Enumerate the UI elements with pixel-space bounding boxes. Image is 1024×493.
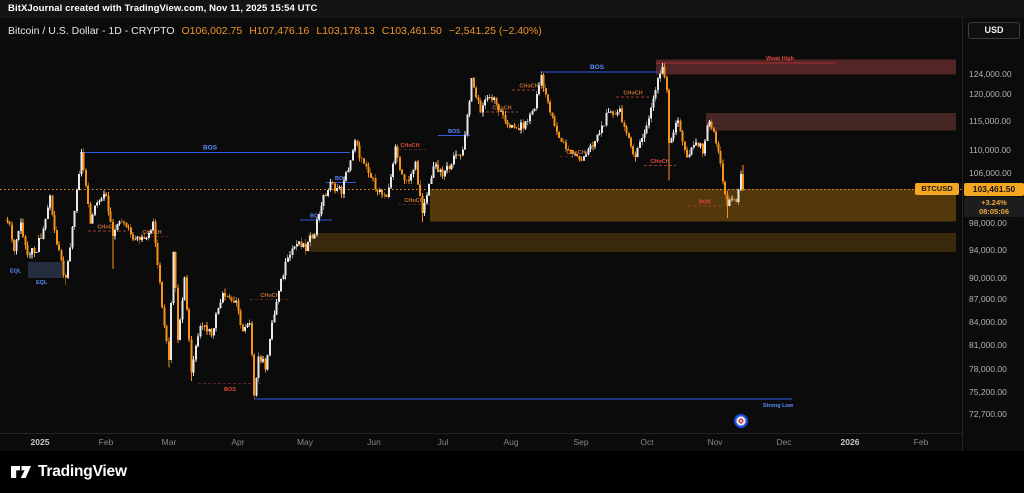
sticker-target-emoji[interactable] [734, 414, 748, 428]
time-axis-label: Mar [161, 437, 177, 447]
price-change-countdown: +3.24% 08:05:06 [964, 196, 1024, 217]
time-axis-label: Apr [231, 437, 245, 447]
chart-pane[interactable]: BOS BOS Strong Low Weak High CHoCH CHoCH CHoCH… [0, 18, 962, 433]
structure-label: CHoCH [400, 143, 419, 149]
structure-label: CHoCH [142, 230, 161, 236]
structure-label: BOS [224, 387, 236, 393]
bos-line-2-label: BOS [590, 64, 605, 71]
time-axis-label: Aug [503, 437, 519, 447]
ohlc-close: C103,461.50 [381, 25, 442, 37]
footer-bar: TradingView [0, 451, 1024, 493]
ohlc-low: L103,178.13 [316, 25, 375, 37]
price-tick: 120,000.00 [969, 89, 1012, 100]
time-axis-label: Dec [776, 437, 792, 447]
structure-label: BOS [335, 176, 347, 182]
last-price-badge[interactable]: 103,461.50 [964, 182, 1024, 196]
demand-zone-lower [308, 233, 956, 252]
ohlc-change: −2,541.25 (−2.40%) [448, 25, 542, 37]
time-axis-label: Oct [640, 437, 654, 447]
structure-label: BOS [699, 199, 711, 205]
weak-high-line-label: Weak High [766, 56, 795, 62]
time-axis-label: Jun [367, 437, 381, 447]
chart-canvas[interactable]: BOS BOS Strong Low Weak High CHoCH CHoCH CHoCH… [0, 18, 962, 433]
time-axis[interactable]: 2025 Feb Mar Apr May Jun Jul Aug Sep Oct Nov Dec 202… [0, 433, 962, 451]
symbol-header: Bitcoin / U.S. Dollar - 1D - CRYPTO O106… [8, 25, 542, 37]
price-tick: 72,700.00 [969, 408, 1007, 419]
price-tick: 90,000.00 [969, 272, 1007, 283]
bos-line-1-label: BOS [203, 145, 218, 152]
structure-label: BOS [448, 129, 460, 135]
ohlc-high: H107,476.16 [249, 25, 310, 37]
time-axis-label: Jul [437, 437, 449, 447]
attribution-bar: BitXJournal created with TradingView.com… [0, 0, 1024, 18]
time-axis-label: 2026 [840, 437, 860, 447]
structure-label: CHoCH [97, 225, 116, 231]
ohlc-open: O106,002.75 [181, 25, 243, 37]
demand-zone-upper [430, 189, 956, 222]
price-tick: 110,000.00 [969, 144, 1011, 155]
weak-high-supply-zone [656, 59, 956, 75]
time-axis-label: Nov [707, 437, 723, 447]
structure-label: CHoCH [623, 91, 642, 97]
change-percent: +3.24% [981, 197, 1007, 207]
structure-label: CHoCH [519, 84, 538, 90]
time-axis-label: Sep [573, 437, 589, 447]
price-tick: 106,000.00 [969, 168, 1012, 179]
supply-zone [706, 113, 956, 131]
structure-label: CHoCH [260, 293, 279, 299]
price-tick: 98,000.00 [969, 218, 1007, 229]
structure-label: CHoCH [404, 198, 423, 204]
eql-label: EQL [10, 268, 22, 274]
strong-low-line-label: Strong Low [763, 403, 794, 409]
price-axis[interactable]: USD 124,000.00 120,000.00 115,000.00 110,00… [962, 18, 1024, 451]
bar-countdown: 08:05:06 [978, 206, 1010, 216]
tradingview-logo-icon[interactable] [10, 463, 32, 481]
price-tick: 81,000.00 [969, 339, 1007, 350]
structure-label: BOS [310, 213, 322, 219]
time-axis-label: Feb [98, 437, 114, 447]
price-tick: 87,000.00 [969, 294, 1007, 305]
price-tick: 75,200.00 [969, 387, 1007, 397]
eql-label: EQL [36, 280, 48, 286]
time-axis-label: Feb [913, 437, 929, 447]
price-tick: 124,000.00 [969, 68, 1012, 79]
structure-label: CHoCH [566, 150, 585, 156]
time-axis-label: 2025 [30, 437, 50, 447]
price-tick: 94,000.00 [969, 244, 1007, 255]
currency-toggle-button[interactable]: USD [968, 22, 1020, 39]
price-tick: 78,000.00 [969, 363, 1007, 374]
structure-label: CHoCH [650, 159, 669, 165]
eql-box [28, 262, 64, 279]
symbol-title[interactable]: Bitcoin / U.S. Dollar - 1D - CRYPTO [8, 25, 175, 37]
structure-label: CHoCH [492, 106, 511, 112]
symbol-badge[interactable]: BTCUSD [915, 183, 959, 196]
time-axis-label: May [296, 437, 314, 447]
price-tick: 84,000.00 [969, 316, 1007, 327]
tradingview-wordmark[interactable]: TradingView [38, 463, 127, 480]
price-tick: 115,000.00 [969, 116, 1011, 127]
